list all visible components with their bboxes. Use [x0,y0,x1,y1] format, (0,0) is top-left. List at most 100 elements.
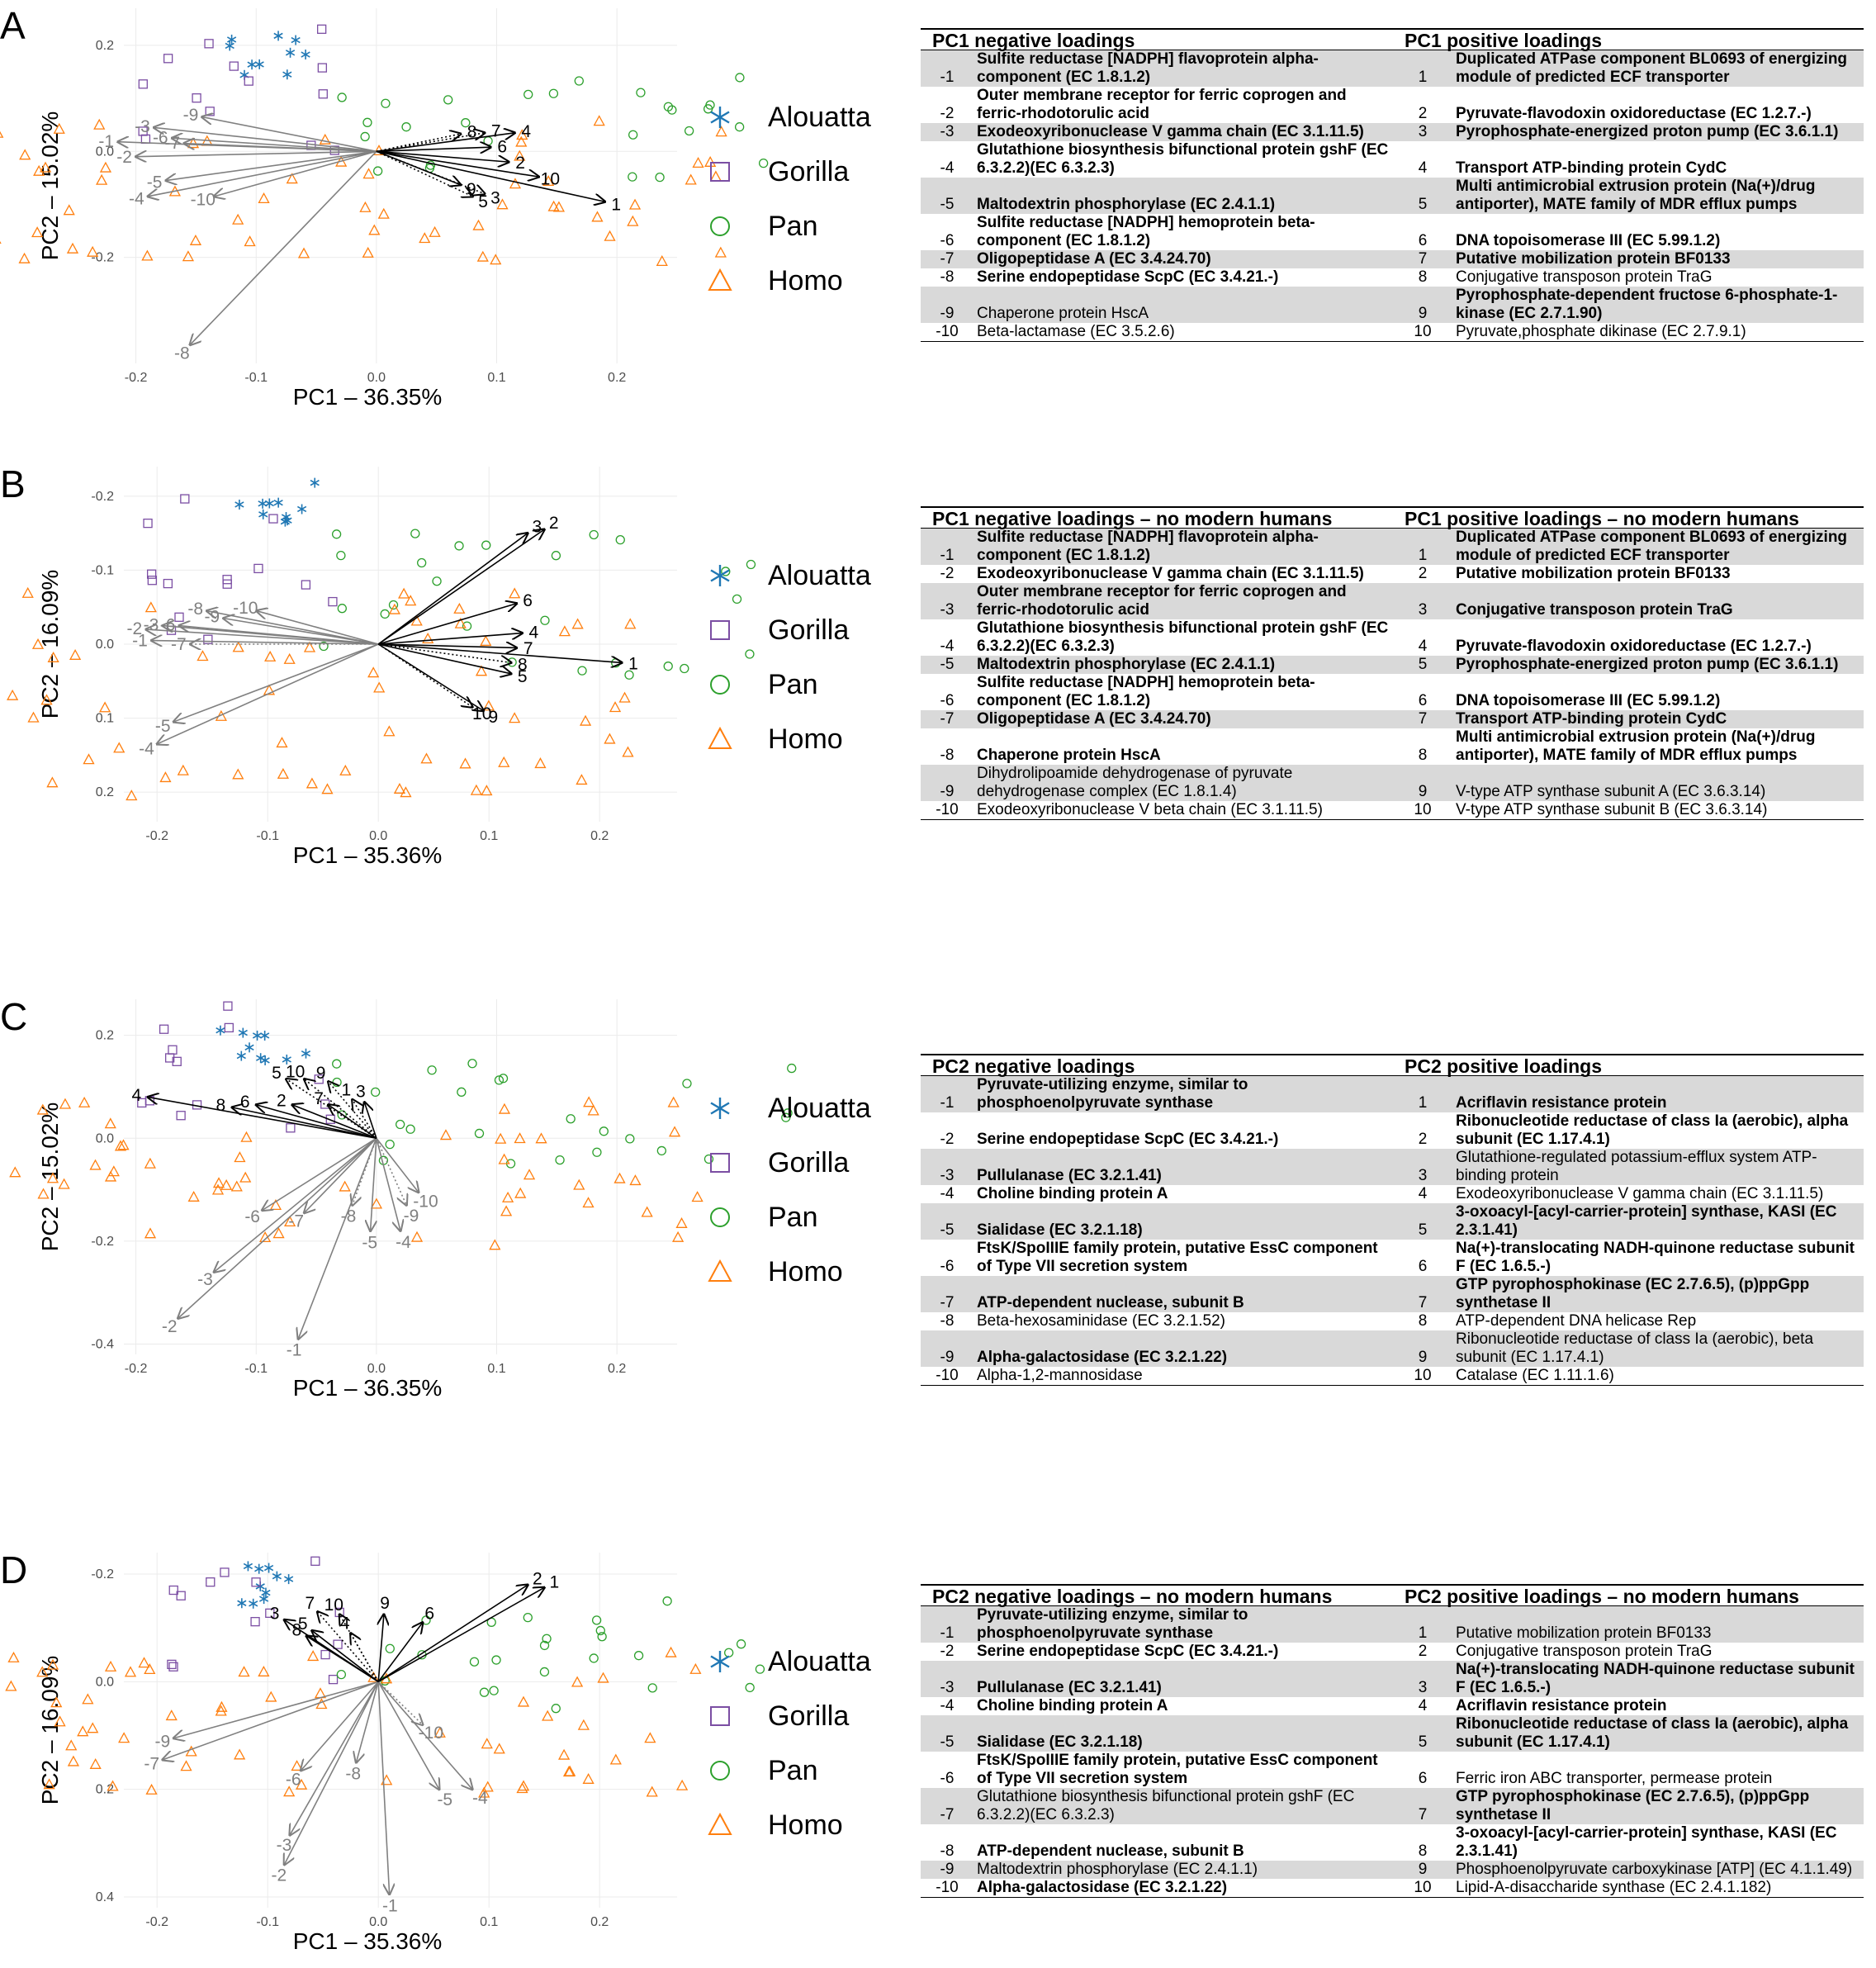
loading-arrow [353,1100,377,1139]
sample-point [410,529,420,538]
arrow-label: 2 [533,1569,542,1588]
positive-loading: Na(+)-translocating NADH-quinone reducta… [1456,1661,1855,1696]
sample-point [498,1103,511,1114]
sample-point [469,1657,480,1667]
sample-point [159,771,172,783]
positive-index: 8 [1418,1842,1428,1860]
negative-loading: Dihydrolipoamide dehydrogenase of pyruva… [977,765,1293,800]
negative-index: -5 [940,196,955,213]
sample-point [573,1178,585,1190]
sample-point [547,200,560,211]
sample-point [454,617,467,628]
sample-point [232,213,244,225]
sample-point [234,1748,246,1760]
sample-point [523,1612,533,1623]
sample-point [523,89,533,100]
sample-point [746,559,756,570]
positive-loading: Glutathione-regulated potassium-efflux s… [1456,1149,1817,1184]
positive-index: 10 [1414,1367,1432,1384]
sample-point [82,1693,94,1705]
x-tick-label: -0.1 [256,1915,279,1929]
sample-point [39,161,52,173]
sample-point [641,1206,653,1217]
sample-point [232,768,244,780]
sample-point [192,93,201,103]
y-tick-label: -0.2 [91,251,114,265]
loading-arrow [376,147,490,151]
positive-loading: Exodeoxyribonuclease V gamma chain (EC 3… [1456,1185,1824,1202]
sample-point [509,587,521,599]
y-tick-label: 0.2 [96,39,114,53]
sample-point [259,1231,272,1243]
sample-point [370,1197,383,1209]
negative-index: -2 [940,565,955,582]
arrow-label: -4 [396,1233,411,1252]
sample-point [459,757,471,769]
negative-index: -9 [940,305,955,322]
positive-index: 4 [1418,1185,1428,1202]
loading-arrow [378,643,622,662]
arrow-label: 5 [298,1615,308,1634]
positive-index: 1 [1418,1624,1428,1642]
sample-point [592,1147,602,1157]
arrow-label: -2 [116,148,132,167]
grid [124,1553,677,1908]
positive-loading: Transport ATP-binding protein CydC [1456,159,1727,177]
sample-point [709,170,722,182]
arrow-label: 1 [341,1081,351,1100]
sample-point [478,1786,490,1798]
negative-loading: Pullulanase (EC 3.2.1.41) [977,1679,1162,1696]
arrow-label: 3 [270,1605,280,1624]
negative-index: -9 [940,1349,955,1366]
positive-index: 3 [1418,1679,1428,1696]
legend-label: Homo [768,265,843,296]
arrow-label: 2 [277,1092,287,1111]
sample-point [489,1239,501,1250]
sample-point [675,1216,688,1228]
sample-point [628,172,637,182]
sample-point [490,254,502,265]
legend-label: Homo [768,723,843,755]
sample-point [141,249,154,261]
sample-point [676,1779,689,1790]
legend-key [710,107,730,128]
legend-key [708,726,732,749]
sample-point [283,1216,296,1227]
table-row: -9 Maltodextrin phosphorylase (EC 2.4.1.1… [921,1861,1864,1879]
negative-loading: Outer membrane receptor for ferric copro… [977,87,1347,122]
sample-point [481,540,491,550]
positive-loading: Conjugative transposon protein TraG [1456,268,1713,286]
table-row: -4 Choline binding protein A 4 Acriflavin r… [921,1697,1864,1715]
loading-arrow [318,1612,379,1682]
loading-arrow [304,1137,377,1212]
negative-loading: Choline binding protein A [977,1697,1168,1714]
sample-point [523,1169,536,1180]
negative-index: -1 [940,547,955,564]
sample-point [515,135,528,147]
panel-b: B -0.2 -0.1 0.0 0.1 0.2 -0.2 -0.1 0.0 0.1 0.2 PC1 … [0,458,1876,888]
loading-arrow [377,1681,389,1894]
sample-point [787,1063,797,1074]
loading-arrow [376,1138,400,1231]
positive-loading: Putative mobilization protein BF0133 [1456,250,1731,268]
sample-point [31,226,44,238]
negative-loading: Choline binding protein A [977,1185,1168,1202]
sample-point [734,122,745,132]
sample-point [604,733,616,744]
sample-point [50,1696,63,1708]
sample-point [668,1126,681,1137]
sample-point [633,1651,644,1661]
loading-arrow [377,643,472,707]
negative-loading: Sialidase (EC 3.2.1.18) [977,1733,1143,1751]
y-axis-title: PC2 – 16.09% [37,570,63,719]
sample-point [301,580,311,590]
arrow-label: 8 [216,1096,226,1115]
sample-point [333,1639,343,1649]
negative-index: -6 [940,1770,955,1787]
loading-arrow [377,529,544,645]
sample-point [282,69,292,80]
sample-point [655,172,665,183]
sample-point [244,76,253,86]
negative-index: -3 [940,123,955,140]
positive-index: 5 [1418,1733,1428,1751]
